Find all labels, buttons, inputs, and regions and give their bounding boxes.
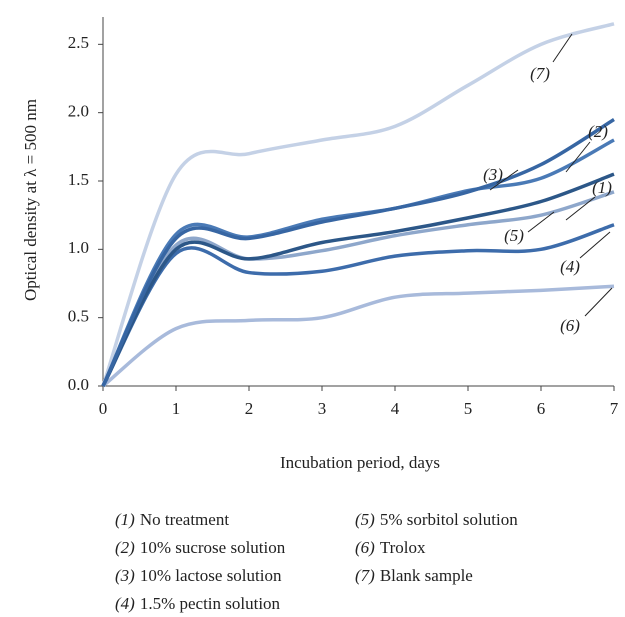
- legend-label: (2): [115, 538, 135, 557]
- x-tick-label: 0: [99, 399, 108, 418]
- annotation-leader: [565, 196, 596, 221]
- legend-label: (5): [355, 510, 375, 529]
- x-tick-label: 6: [537, 399, 546, 418]
- series-line: [101, 223, 615, 387]
- legend-label: (1): [115, 510, 135, 529]
- legend-label: (7): [355, 566, 375, 585]
- legend-name: 1.5% pectin solution: [140, 594, 281, 613]
- y-tick-label: 2.0: [68, 102, 89, 121]
- annotation-leader: [527, 211, 555, 233]
- legend-entry: (7) Blank sample: [355, 566, 473, 585]
- annotation-label: (4): [560, 257, 580, 276]
- legend-name: Blank sample: [380, 566, 473, 585]
- annotation-leader: [489, 169, 519, 191]
- legend-entry: (5) 5% sorbitol solution: [355, 510, 518, 529]
- legend-name: 10% lactose solution: [140, 566, 282, 585]
- y-tick-label: 0.0: [68, 375, 89, 394]
- legend-label: (3): [115, 566, 135, 585]
- legend-label: (6): [355, 538, 375, 557]
- legend-entry: (4) 1.5% pectin solution: [115, 594, 281, 613]
- annotation-label: (1): [592, 178, 612, 197]
- x-tick-label: 7: [610, 399, 619, 418]
- legend-entry: (2) 10% sucrose solution: [115, 538, 286, 557]
- legend-entry: (6) Trolox: [355, 538, 426, 557]
- annotation-label: (6): [560, 316, 580, 335]
- x-tick-label: 2: [245, 399, 254, 418]
- legend-name: Trolox: [380, 538, 426, 557]
- legend-name: 5% sorbitol solution: [380, 510, 518, 529]
- legend-label: (4): [115, 594, 135, 613]
- series-line: [101, 190, 615, 387]
- legend-entry: (3) 10% lactose solution: [115, 566, 282, 585]
- x-tick-label: 3: [318, 399, 327, 418]
- annotation-label: (2): [588, 122, 608, 141]
- series-line: [101, 172, 615, 387]
- series-line: [101, 138, 615, 387]
- y-tick-label: 0.5: [68, 307, 89, 326]
- legend-name: 10% sucrose solution: [140, 538, 286, 557]
- annotation-label: (7): [530, 64, 550, 83]
- series-line: [101, 118, 615, 387]
- annotation-leader: [584, 287, 613, 317]
- legend-name: No treatment: [140, 510, 229, 529]
- x-tick-label: 4: [391, 399, 400, 418]
- y-tick-label: 2.5: [68, 33, 89, 52]
- annotation-leader: [579, 231, 611, 259]
- x-axis-label: Incubation period, days: [280, 453, 440, 472]
- y-axis-label: Optical density at λ = 500 nm: [21, 99, 40, 301]
- annotation-leader: [552, 33, 573, 63]
- annotation-label: (5): [504, 226, 524, 245]
- x-tick-label: 1: [172, 399, 181, 418]
- x-tick-label: 5: [464, 399, 473, 418]
- legend-entry: (1) No treatment: [115, 510, 229, 529]
- y-tick-label: 1.0: [68, 238, 89, 257]
- series-line: [101, 284, 615, 388]
- annotation-leader: [565, 141, 591, 173]
- annotation-label: (3): [483, 165, 503, 184]
- series-line: [101, 22, 615, 387]
- y-tick-label: 1.5: [68, 170, 89, 189]
